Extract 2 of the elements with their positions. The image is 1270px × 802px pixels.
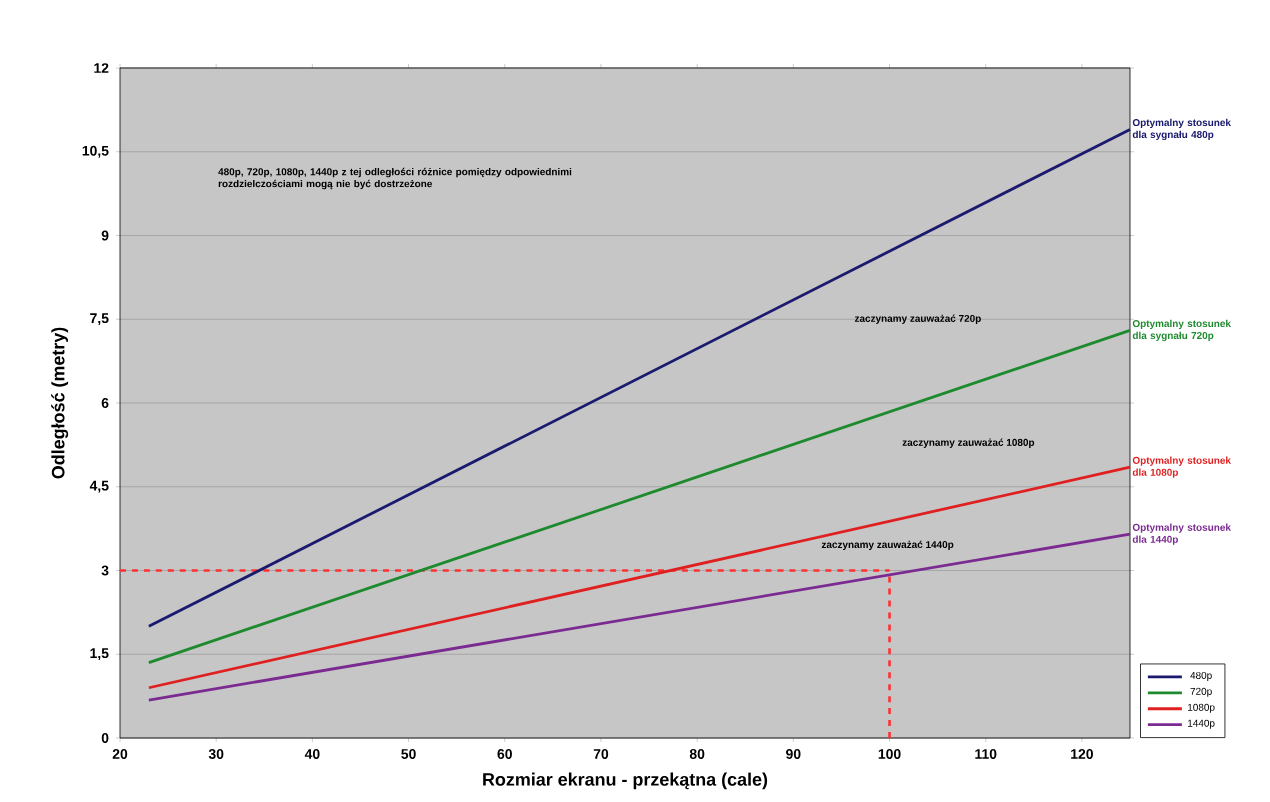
x-axis-title: Rozmiar ekranu - przekątna (cale) <box>483 772 768 790</box>
y-axis-title: Odległość (metry) <box>51 327 69 479</box>
